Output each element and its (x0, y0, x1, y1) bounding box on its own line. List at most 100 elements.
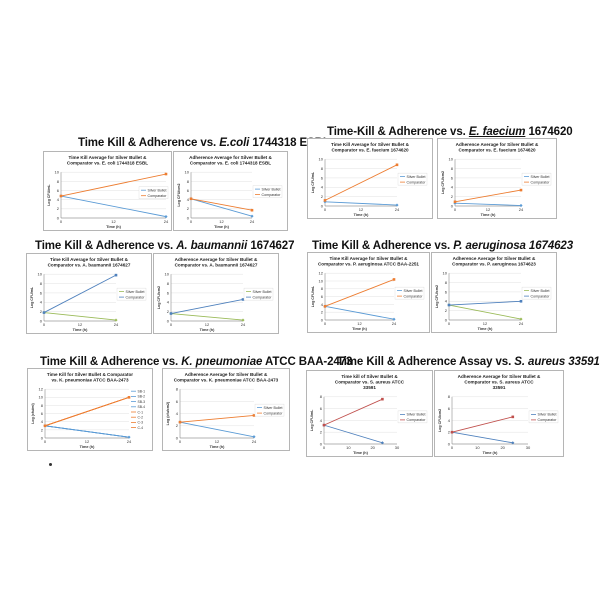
chart-svg: Adherence Average for Silver Bullet &Com… (177, 155, 283, 229)
data-point (114, 273, 118, 277)
y-axis-label: Log CFU/mL (30, 286, 34, 308)
series-line (323, 424, 383, 444)
series-line (324, 279, 395, 307)
chart-svg: Time Kill Average for Silver Bullet &Com… (47, 155, 169, 229)
chart-title: vs. K. pneumoniae ATCC BAA-2473 (51, 378, 129, 383)
chart-title: 33591 (363, 385, 376, 390)
chart-title: Comparator vs. E. faecium 1674620 (331, 148, 409, 153)
x-tick-label: 24 (114, 322, 119, 327)
x-axis-label: Time (h) (352, 327, 367, 331)
x-tick-label: 12 (486, 207, 491, 212)
chart-svg: Adherence Average for Silver Bullet &Com… (166, 372, 285, 449)
series-line (190, 198, 253, 211)
x-axis-label: Time (h) (80, 445, 95, 449)
legend-entry: SB-2 (138, 395, 146, 399)
y-tick-label: 4 (167, 300, 170, 305)
y-tick-label: 2 (321, 194, 324, 199)
legend-entry: Silver Bullet (262, 187, 281, 191)
x-tick-label: 12 (219, 219, 224, 224)
data-point (395, 203, 399, 207)
legend-entry: Silver Bullet (126, 290, 145, 294)
legend-entry: Comparator (126, 295, 146, 299)
chart-paeruginosa-timekill: Time Kill Average for Silver Bullet & Com… (307, 252, 430, 333)
chart-efaecium-timekill: Time Kill Average for Silver Bullet & Com… (307, 138, 433, 219)
legend-entry: C-4 (138, 426, 144, 430)
y-tick-label: 2 (41, 427, 44, 432)
y-tick-label: 8 (41, 403, 44, 408)
chart-title: Comparator vs. P. aeruginosa ATCC BAA-22… (318, 262, 419, 267)
y-tick-label: 4 (187, 197, 190, 202)
y-tick-label: 2 (451, 194, 454, 199)
x-axis-label: Time (h) (354, 213, 369, 217)
footnote-bullet (49, 463, 52, 466)
x-tick-label: 12 (205, 322, 210, 327)
legend-entry: Silver Bullet (264, 406, 283, 410)
x-axis-label: Time (h) (353, 451, 368, 455)
chart-title: 33591 (493, 385, 506, 390)
x-tick-label: 12 (85, 439, 90, 444)
series-line (324, 164, 398, 201)
y-tick-label: 2 (445, 308, 448, 313)
data-point (250, 214, 254, 218)
y-tick-label: 6 (41, 411, 44, 416)
y-tick-label: 4 (57, 197, 60, 202)
x-tick-label: 24 (250, 219, 255, 224)
chart-title: Comparator vs. A. baumannii 1674627 (48, 263, 131, 268)
data-point (453, 200, 457, 204)
data-point (392, 278, 396, 281)
series-line (179, 421, 255, 438)
x-tick-label: 10 (346, 445, 351, 450)
data-point (169, 312, 173, 315)
x-tick-label: 12 (359, 207, 364, 212)
legend-box (521, 286, 552, 300)
series-line (324, 305, 395, 320)
legend-box (252, 185, 283, 198)
series-line (451, 431, 513, 444)
x-tick-label: 30 (526, 445, 531, 450)
chart-title: Adherence Average for Silver Bullet & (185, 372, 268, 377)
panel-title-paeruginosa: Time Kill & Adherence vs. P. aeruginosa … (312, 240, 573, 252)
chart-title: Adherence Average for Silver Bullet & (453, 256, 536, 261)
y-axis-label: Log (cfu/cm2) (166, 401, 170, 425)
x-tick-label: 0 (44, 439, 47, 444)
y-tick-label: 6 (57, 188, 60, 193)
y-tick-label: 10 (39, 395, 44, 400)
legend-entry: C-3 (138, 421, 144, 425)
legend-entry: C-2 (138, 416, 144, 420)
y-tick-label: 10 (443, 271, 448, 276)
y-tick-label: 6 (176, 399, 179, 404)
x-axis-label: Time (h) (214, 225, 229, 229)
legend-entry: Silver Bullet (253, 290, 272, 294)
data-point (252, 414, 256, 417)
y-tick-label: 4 (320, 418, 323, 423)
chart-title: Adherence Average for Silver Bullet & (456, 142, 539, 147)
chart-title: Adherence Average for Silver Bullet & (175, 257, 258, 262)
chart-svg: Time Kill Average for Silver Bullet &Com… (311, 142, 428, 217)
y-tick-label: 12 (39, 387, 44, 392)
y-axis-label: Log CFU/mL (311, 285, 315, 307)
series-line (179, 414, 255, 423)
legend-box (116, 287, 147, 301)
y-tick-label: 10 (38, 272, 43, 277)
chart-title: Comparator vs. S. aureus ATCC (464, 380, 534, 385)
x-tick-label: 12 (111, 219, 116, 224)
chart-title: Adherence Average for Silver Bullet & (189, 155, 272, 160)
x-tick-label: 0 (179, 439, 182, 444)
x-tick-label: 12 (483, 321, 488, 326)
data-point (164, 172, 168, 176)
series-line (170, 299, 244, 314)
series-line (190, 198, 253, 217)
data-point (395, 163, 399, 167)
y-tick-label: 4 (321, 185, 324, 190)
data-point (519, 188, 523, 192)
y-tick-label: 0 (187, 215, 190, 220)
y-tick-label: 6 (187, 188, 190, 193)
chart-ecoli-adherence: Adherence Average for Silver Bullet & Com… (173, 151, 288, 231)
legend-box (138, 186, 169, 199)
x-tick-label: 24 (519, 321, 524, 326)
y-tick-label: 4 (176, 411, 179, 416)
legend-box (397, 410, 428, 424)
x-tick-label: 20 (500, 445, 505, 450)
chart-title: Time Kill Average for Silver Bullet & (69, 155, 148, 160)
legend-box (397, 172, 428, 186)
